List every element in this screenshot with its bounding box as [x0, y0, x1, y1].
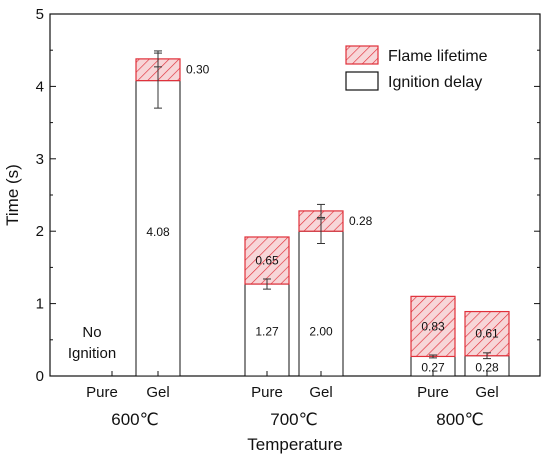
- x-category-label: Gel: [309, 384, 332, 401]
- flame-lifetime-value-label: 0.83: [421, 319, 445, 333]
- flame-lifetime-value-label: 0.65: [255, 254, 279, 268]
- flame-lifetime-bar: [410, 295, 456, 358]
- y-tick-label: 2: [36, 223, 44, 240]
- no-ignition-annotation: No: [82, 324, 101, 341]
- ignition-delay-bar: [135, 80, 181, 377]
- ignition-delay-bar: [298, 230, 344, 377]
- ignition-delay-value-label: 2.00: [309, 324, 333, 338]
- legend-swatch-ignition-delay: [345, 71, 379, 91]
- y-axis-title: Time (s): [3, 164, 22, 226]
- flame-lifetime-value-label: 0.28: [349, 214, 373, 228]
- x-category-label: Gel: [475, 384, 498, 401]
- flame-lifetime-value-label: 0.61: [475, 327, 499, 341]
- x-category-label: Pure: [417, 384, 449, 401]
- y-tick-label: 1: [36, 296, 44, 313]
- ignition-delay-value-label: 4.08: [146, 225, 170, 239]
- no-ignition-annotation: Ignition: [68, 345, 116, 362]
- legend-swatch-flame-lifetime: [345, 45, 379, 65]
- y-tick-label: 5: [36, 6, 44, 23]
- legend-label-ignition-delay: Ignition delay: [388, 74, 482, 91]
- x-group-label: 800℃: [436, 410, 483, 429]
- y-tick-label: 4: [36, 78, 44, 95]
- x-category-label: Gel: [146, 384, 169, 401]
- flame-lifetime-bar: [464, 310, 510, 357]
- x-category-label: Pure: [251, 384, 283, 401]
- y-tick-label: 0: [36, 368, 44, 385]
- ignition-delay-value-label: 1.27: [255, 324, 279, 338]
- legend-label-flame-lifetime: Flame lifetime: [388, 48, 488, 65]
- flame-lifetime-value-label: 0.30: [186, 63, 210, 77]
- x-category-label: Pure: [86, 384, 118, 401]
- ignition-delay-value-label: 0.28: [475, 361, 499, 375]
- x-axis-title: Temperature: [247, 435, 342, 454]
- x-group-label: 700℃: [270, 410, 317, 429]
- x-group-label: 600℃: [111, 410, 158, 429]
- ignition-delay-value-label: 0.27: [421, 361, 445, 375]
- y-tick-label: 3: [36, 151, 44, 168]
